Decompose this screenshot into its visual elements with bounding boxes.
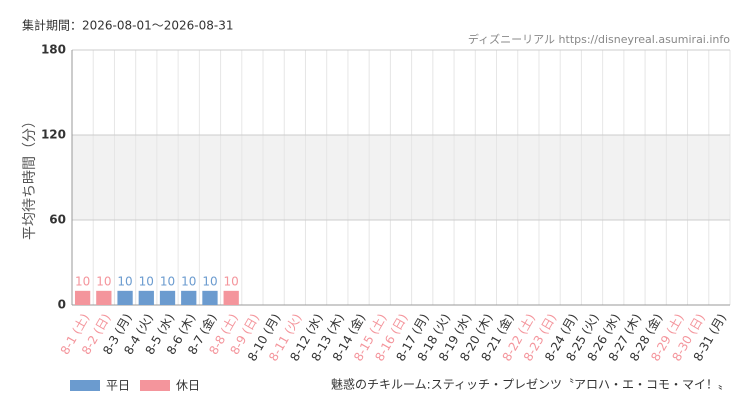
legend-label: 平日	[106, 379, 130, 393]
bar	[159, 290, 176, 305]
y-tick-label: 120	[41, 128, 66, 142]
period: 集計期間：2026-08-01～2026-08-31	[22, 18, 233, 33]
value-label: 10	[139, 274, 154, 288]
bar	[96, 290, 112, 305]
value-label: 10	[181, 274, 196, 288]
value-label: 10	[202, 274, 217, 288]
legend-label: 休日	[176, 379, 200, 393]
value-label: 10	[75, 274, 90, 288]
bar	[202, 290, 218, 305]
bar	[138, 290, 154, 305]
value-label: 10	[160, 274, 175, 288]
y-axis-label: 平均待ち時間（分）	[22, 114, 38, 240]
value-label: 10	[224, 274, 239, 288]
bar	[181, 290, 197, 305]
source: ディズニーリアル https://disneyreal.asumirai.inf…	[468, 32, 730, 46]
attraction-name: 魅惑のチキルーム:スティッチ・プレゼンツ〝アロハ・エ・コモ・マイ！〟	[331, 377, 730, 392]
legend-swatch	[70, 380, 100, 391]
legend-swatch	[140, 380, 170, 391]
shaded-band	[72, 135, 730, 220]
y-tick-label: 180	[41, 43, 66, 57]
bar	[223, 290, 239, 305]
bar	[74, 290, 91, 305]
y-tick-label: 60	[49, 213, 66, 227]
y-tick-label: 0	[58, 298, 66, 312]
bar	[117, 290, 133, 305]
value-label: 10	[117, 274, 132, 288]
value-label: 10	[96, 274, 111, 288]
